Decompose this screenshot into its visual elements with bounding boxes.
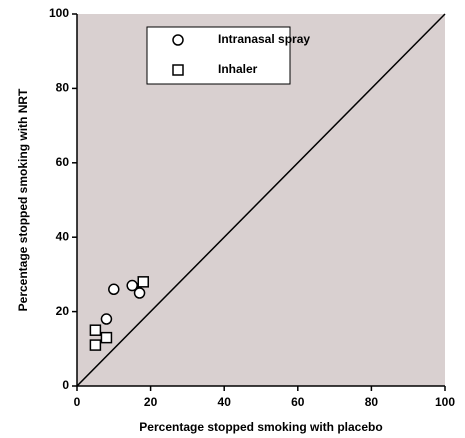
x-tick-label: 0 bbox=[74, 395, 81, 409]
x-tick-label: 60 bbox=[291, 395, 305, 409]
y-tick-label: 80 bbox=[56, 81, 70, 95]
legend-marker bbox=[172, 64, 184, 76]
point bbox=[89, 339, 102, 351]
point bbox=[108, 283, 120, 296]
y-tick-label: 0 bbox=[62, 378, 69, 392]
point bbox=[100, 313, 113, 325]
y-tick-label: 40 bbox=[56, 229, 70, 243]
x-axis-label: Percentage stopped smoking with placebo bbox=[139, 420, 382, 434]
y-tick-label: 20 bbox=[56, 304, 70, 318]
point bbox=[137, 276, 149, 288]
legend-label: Inhaler bbox=[218, 62, 258, 76]
x-tick-label: 100 bbox=[435, 395, 455, 409]
legend-label: Intranasal spray bbox=[218, 32, 310, 46]
point bbox=[126, 279, 138, 292]
x-tick-label: 80 bbox=[365, 395, 379, 409]
y-tick-label: 60 bbox=[56, 155, 70, 169]
x-tick-label: 40 bbox=[218, 395, 232, 409]
y-axis-label: Percentage stopped smoking with NRT bbox=[16, 88, 30, 311]
legend-box bbox=[146, 26, 291, 85]
legend-marker bbox=[172, 34, 184, 46]
point bbox=[100, 331, 113, 344]
point bbox=[89, 324, 102, 336]
y-tick-label: 100 bbox=[49, 6, 69, 20]
identity-line bbox=[76, 13, 446, 387]
point bbox=[133, 287, 146, 299]
x-tick-label: 20 bbox=[144, 395, 158, 409]
